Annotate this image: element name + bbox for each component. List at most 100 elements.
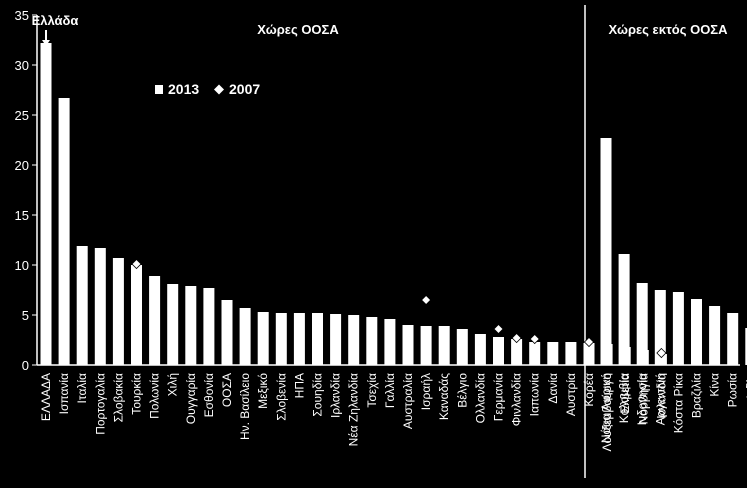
oecd-bar-2013 [438,326,450,365]
legend-label-2013: 2013 [168,81,199,97]
x-tick-label: Αργεντινή [653,373,667,425]
oecd-bar-2013 [58,98,70,365]
oecd-bar-2013 [221,300,233,365]
oecd-bar-2013 [203,288,215,365]
y-tick-label: 30 [15,58,29,73]
x-tick-labels: ΕΛΛΑΔΑ Ισπανία Ιταλία Πορτογαλία Σλοβακία Του… [39,373,747,452]
x-tick-label: Ιαπωνία [528,373,542,416]
oecd-bar-2013 [40,43,52,365]
non-oecd-bar-2013 [654,290,666,365]
oecd-bar-2013 [167,284,179,365]
y-tick-label: 0 [22,358,29,373]
non-oecd-bar-2013 [618,254,630,365]
x-tick-label: Τσεχία [365,373,379,408]
x-tick-label: Αυστρία [564,373,578,416]
greece-annotation: Ελλάδα [32,13,79,28]
x-tick-label: Μεξικό [256,373,270,409]
oecd-bar-2013 [493,337,504,365]
oecd-bar-2013 [402,325,414,365]
oecd-bar-2013 [112,258,124,365]
y-tick-label: 25 [15,108,29,123]
x-tick-label: Ουγγαρία [184,373,198,424]
panel-left-title: Χώρες ΟΟΣΑ [257,22,339,37]
x-tick-label: ΗΠΑ [292,373,306,398]
x-tick-label: Ρωσία [726,373,740,407]
non-oecd-bar-2013 [672,292,684,365]
markers-2007 [131,258,667,359]
x-tick-label: Κίνα [708,373,722,397]
oecd-bar-2013 [257,312,269,365]
x-tick-label: Κορέα [582,373,596,407]
oecd-bar-2013 [76,246,88,365]
x-tick-label: Νότια Αφρική [599,373,613,443]
panel-right-title: Χώρες εκτός ΟΟΣΑ [608,22,728,37]
x-tick-label: Νορβηγία [636,373,650,424]
legend-swatch-2007 [214,84,224,95]
x-tick-label: ΕΛΛΑΔΑ [39,373,53,421]
x-tick-label: Σλοβενία [274,373,288,421]
oecd-marker-2007 [583,336,595,348]
x-tick-label: Πολωνία [148,373,162,419]
x-tick-label: Σουηδία [311,373,325,417]
non-oecd-bar-2013 [727,313,739,365]
x-tick-label: Γερμανία [492,373,506,421]
oecd-bar-2013 [456,329,468,365]
oecd-bar-2013 [330,314,342,365]
x-tick-label: Εσθονία [202,373,216,417]
x-tick-label: Ιρλανδία [329,373,343,418]
x-tick-label: ΟΟΣΑ [220,373,234,407]
x-tick-label: Ινδονησία [635,373,649,425]
oecd-bar-2013 [185,286,197,365]
legend-label-2007: 2007 [229,81,260,97]
x-tick-label: Ιταλία [75,373,89,404]
x-tick-label: Ισλανδία [654,373,668,419]
x-tick-label: Ισπανία [57,373,71,414]
x-tick-label: Πορτογαλία [93,373,107,435]
x-tick-label: Φινλανδία [510,373,524,426]
x-tick-label: Αυστραλία [401,373,415,429]
oecd-marker-2007 [511,332,522,344]
non-oecd-bar-2013 [600,138,612,365]
oecd-bar-2013 [293,313,305,365]
x-tick-label: Ινδία [744,373,747,399]
oecd-marker-2007 [656,347,667,359]
non-oecd-bar-2013 [709,306,721,365]
y-tick-label: 35 [15,8,29,23]
legend-swatch-2013 [155,85,163,94]
x-tick-label: Δανία [546,373,560,404]
x-tick-label: Τουρκία [130,373,144,415]
oecd-bar-2013 [239,308,251,365]
oecd-bar-2013 [131,265,142,365]
x-tick-label: Ην. Βασίλειο [238,373,252,440]
x-tick-label: Βραζιλία [690,373,704,418]
non-oecd-bar-2013 [691,299,702,365]
oecd-bar-2013 [474,334,486,365]
oecd-bar-2013 [529,342,541,365]
oecd-bar-2013 [348,315,360,365]
x-tick-label: Κολομβία [617,373,631,423]
x-tick-label: Βέλγιο [455,373,469,408]
oecd-marker-2007 [493,323,504,335]
greece-annotation-arrow [42,30,50,46]
non-oecd-bar-2013 [745,328,747,365]
oecd-bar-2013 [511,339,523,365]
oecd-bar-2013 [547,342,559,365]
oecd-marker-2007 [131,258,142,270]
legend: 2013 2007 [155,81,260,97]
y-tick-label: 5 [22,308,29,323]
oecd-bar-2013 [94,248,106,365]
y-tick-label: 15 [15,208,29,223]
y-tick-label: 20 [15,158,29,173]
x-tick-label: Ισραήλ [419,373,433,410]
x-tick-label: Ολλανδία [473,373,487,423]
x-tick-label: Κόστα Ρίκα [671,373,685,433]
oecd-marker-2007 [529,333,540,345]
x-tick-label: Καναδάς [437,373,451,420]
x-tick-label: Ελβετία [618,373,632,414]
oecd-marker-2007 [421,294,432,306]
oecd-bar-2013 [366,317,378,365]
oecd-bar-2013 [565,342,577,365]
non-oecd-bar-2013 [636,283,648,365]
bars [40,43,747,365]
